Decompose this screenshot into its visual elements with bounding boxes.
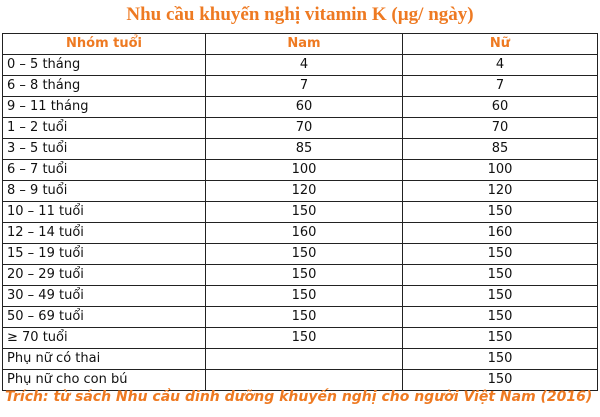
table-row: 0 – 5 tháng 4 4 [2,54,598,76]
female-value-cell: 150 [402,348,598,370]
header-age-group: Nhóm tuổi [2,33,206,55]
age-group-cell: 10 – 11 tuổi [2,201,206,223]
age-group-cell: 15 – 19 tuổi [2,243,206,265]
table-row: 9 – 11 tháng 60 60 [2,96,598,118]
table-row: 6 – 7 tuổi 100 100 [2,159,598,181]
age-group-cell: 0 – 5 tháng [2,54,206,76]
age-group-cell: 20 – 29 tuổi [2,264,206,286]
header-male: Nam [205,33,403,55]
vitamin-k-table: Nhóm tuổi Nam Nữ 0 – 5 tháng 4 4 6 – 8 thán… [2,33,598,391]
female-value-cell: 150 [402,306,598,328]
male-value-cell: 150 [205,285,403,307]
male-value-cell: 60 [205,96,403,118]
male-value-cell: 150 [205,306,403,328]
age-group-cell: 12 – 14 tuổi [2,222,206,244]
female-value-cell: 150 [402,201,598,223]
female-value-cell: 85 [402,138,598,160]
male-value-cell: 150 [205,201,403,223]
table-row: 30 – 49 tuổi 150 150 [2,285,598,307]
male-value-cell: 85 [205,138,403,160]
female-value-cell: 150 [402,243,598,265]
female-value-cell: 150 [402,369,598,391]
male-value-cell: 150 [205,243,403,265]
header-female: Nữ [402,33,598,55]
female-value-cell: 7 [402,75,598,97]
male-value-cell [205,369,403,391]
table-row: 3 – 5 tuổi 85 85 [2,138,598,160]
source-citation: Trích: từ sách Nhu cầu dinh dưỡng khuyến… [5,389,593,405]
female-value-cell: 60 [402,96,598,118]
table-row: 1 – 2 tuổi 70 70 [2,117,598,139]
table-row: 12 – 14 tuổi 160 160 [2,222,598,244]
male-value-cell: 150 [205,264,403,286]
female-value-cell: 70 [402,117,598,139]
page-title: Nhu cầu khuyến nghị vitamin K (µg/ ngày) [126,4,474,25]
female-value-cell: 120 [402,180,598,202]
age-group-cell: 6 – 7 tuổi [2,159,206,181]
age-group-cell: 30 – 49 tuổi [2,285,206,307]
age-group-cell: 6 – 8 tháng [2,75,206,97]
female-value-cell: 160 [402,222,598,244]
table-row: 8 – 9 tuổi 120 120 [2,180,598,202]
female-value-cell: 150 [402,285,598,307]
male-value-cell [205,348,403,370]
male-value-cell: 4 [205,54,403,76]
age-group-cell: ≥ 70 tuổi [2,327,206,349]
female-value-cell: 150 [402,264,598,286]
age-group-cell: 1 – 2 tuổi [2,117,206,139]
male-value-cell: 7 [205,75,403,97]
male-value-cell: 160 [205,222,403,244]
table-row: Phụ nữ cho con bú 150 [2,369,598,391]
age-group-cell: Phụ nữ có thai [2,348,206,370]
table-row: 6 – 8 tháng 7 7 [2,75,598,97]
table-body: 0 – 5 tháng 4 4 6 – 8 tháng 7 7 9 – 11 tháng 60… [2,54,598,391]
age-group-cell: 3 – 5 tuổi [2,138,206,160]
age-group-cell: 9 – 11 tháng [2,96,206,118]
age-group-cell: 50 – 69 tuổi [2,306,206,328]
female-value-cell: 150 [402,327,598,349]
age-group-cell: 8 – 9 tuổi [2,180,206,202]
table-row: 50 – 69 tuổi 150 150 [2,306,598,328]
table-row: 20 – 29 tuổi 150 150 [2,264,598,286]
age-group-cell: Phụ nữ cho con bú [2,369,206,391]
table-row: Phụ nữ có thai 150 [2,348,598,370]
table-row: ≥ 70 tuổi 150 150 [2,327,598,349]
female-value-cell: 100 [402,159,598,181]
female-value-cell: 4 [402,54,598,76]
table-row: 15 – 19 tuổi 150 150 [2,243,598,265]
male-value-cell: 70 [205,117,403,139]
male-value-cell: 120 [205,180,403,202]
table-header-row: Nhóm tuổi Nam Nữ [2,33,598,55]
table-row: 10 – 11 tuổi 150 150 [2,201,598,223]
male-value-cell: 150 [205,327,403,349]
male-value-cell: 100 [205,159,403,181]
